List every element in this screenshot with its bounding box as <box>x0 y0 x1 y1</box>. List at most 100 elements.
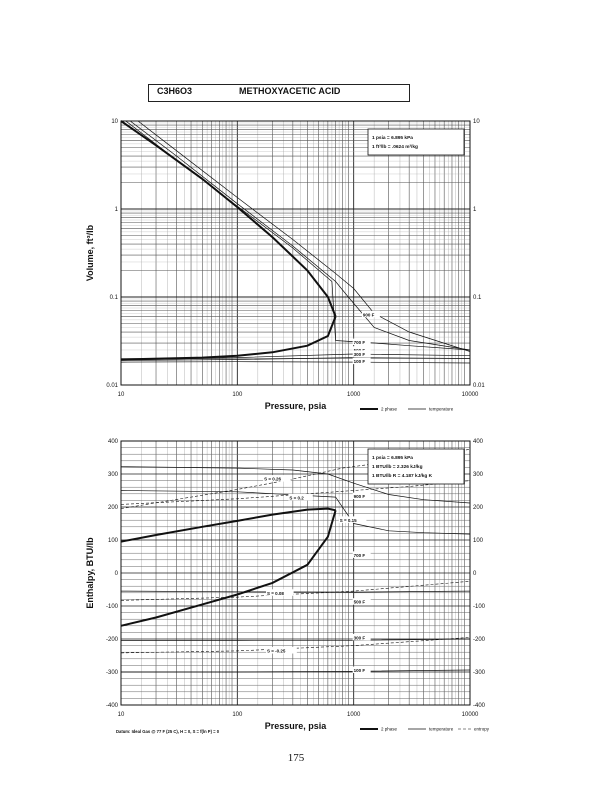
p2-conversion-text: 1 BTU/lb R = 4.187 kJ/kg K <box>372 473 433 479</box>
p1-series-isotherm <box>137 120 471 352</box>
p2-y-tick-label-left: -200 <box>106 637 119 643</box>
p2-y-tick-label-right: -200 <box>473 637 486 643</box>
p1-series-isotherm <box>125 120 471 351</box>
p2-series-isotherm <box>121 669 471 673</box>
p2-y-tick-label-left: -400 <box>106 703 119 709</box>
p1-x-axis-label: Pressure, psia <box>265 401 328 411</box>
page-number: 175 <box>287 752 305 764</box>
p1-y-tick-label-right: 0.01 <box>473 383 485 389</box>
p2-series-isotherm <box>120 590 471 593</box>
p2-annotation-label: S = -0.25 <box>267 649 286 654</box>
p2-annotation-label: 700 F <box>354 553 366 558</box>
p2-annotation-label: 100 F <box>354 668 366 673</box>
p2-series-two-phase_vapor <box>120 507 336 543</box>
p1-annotation-label: 100 F <box>354 359 366 364</box>
p2-y-tick-label-left: 300 <box>108 472 119 478</box>
p2-y-tick-label-right: 300 <box>473 472 484 478</box>
p2-annotation-bg <box>352 598 371 605</box>
p1-series-isotherm <box>129 120 471 351</box>
p2-annotation-label: 900 F <box>354 494 366 499</box>
p1-y-tick-label-left: 0.01 <box>106 383 118 389</box>
p2-y-tick-label-right: 200 <box>473 505 484 511</box>
p2-y-tick-label-left: 100 <box>108 538 119 544</box>
p2-y-tick-label-right: 400 <box>473 439 484 445</box>
p1-x-tick-label: 10 <box>118 392 125 398</box>
p2-y-tick-label-left: 200 <box>108 505 119 511</box>
p2-annotation-label: 300 F <box>354 635 366 640</box>
p1-y-tick-label-left: 0.1 <box>110 295 119 301</box>
p2-legend-label-two-phase: 2 phase <box>381 727 398 732</box>
p1-series-isotherm <box>120 357 471 361</box>
p2-conversion-text: 1 BTU/lb = 2.326 kJ/kg <box>372 464 423 470</box>
p2-annotation-bg <box>352 666 371 674</box>
p2-x-tick-label: 10 <box>118 712 125 718</box>
p2-annotation-bg <box>352 551 371 558</box>
p2-y-tick-label-left: -300 <box>106 670 119 676</box>
p1-annotation-bg <box>352 346 371 353</box>
p1-series-isotherm <box>120 353 471 361</box>
compound-name: METHOXYACETIC ACID <box>239 86 341 96</box>
p1-annotation-label: 500 F <box>354 348 366 353</box>
p1-conversion-text: 1 ft³/lb = .0624 m³/kg <box>372 144 418 150</box>
p2-series-entropy <box>120 581 471 601</box>
p2-conversion-text: 1 psia = 6.895 kPa <box>372 455 413 461</box>
p1-x-tick-label: 100 <box>232 392 243 398</box>
p1-annotation-label: 300 F <box>354 352 366 357</box>
p1-annotation-label: 700 F <box>354 340 366 345</box>
p1-series-two-phase_vapor <box>120 120 337 317</box>
p2-x-axis-label: Pressure, psia <box>265 721 328 731</box>
p2-annotation-bg <box>266 589 294 596</box>
p2-annotation-bg <box>352 492 371 500</box>
p1-x-tick-label: 1000 <box>347 392 361 398</box>
p2-y-axis-label: Enthalpy, BTU/lb <box>85 537 95 609</box>
p2-annotation-label: S = 0.26 <box>264 477 281 482</box>
p1-y-axis-label: Volume, ft³/lb <box>85 224 95 281</box>
p2-y-tick-label-right: 0 <box>473 571 477 577</box>
p2-y-tick-label-right: -400 <box>473 703 486 709</box>
p1-annotation-bg <box>352 338 371 346</box>
p2-annotation-label: S = 0.15 <box>340 518 357 523</box>
p1-series-two-phase_liquid <box>120 316 337 361</box>
p1-plot-frame <box>120 120 471 386</box>
p2-x-tick-label: 10000 <box>462 712 479 718</box>
p1-y-tick-label-right: 1 <box>473 207 477 213</box>
p2-legend-label-entropy: entropy <box>474 727 490 732</box>
p1-y-tick-label-left: 10 <box>111 119 118 125</box>
p2-y-tick-label-left: -100 <box>106 604 119 610</box>
p2-annotation-bg <box>266 647 297 654</box>
p1-conversion-text: 1 psia = 6.895 kPa <box>372 135 413 141</box>
p2-annotation-label: 500 F <box>354 600 366 605</box>
title-box: C3H6O3 METHOXYACETIC ACID <box>148 84 410 102</box>
p2-series-two-phase_liquid <box>120 510 337 627</box>
p1-conversion-box <box>367 128 465 156</box>
p1-annotation-bg <box>361 310 380 318</box>
p1-x-tick-label: 10000 <box>462 392 479 398</box>
p1-annotation-bg <box>352 350 371 357</box>
p2-series-isotherm <box>120 466 471 504</box>
p1-annotation-label: 900 F <box>363 312 375 317</box>
p2-y-tick-label-left: 400 <box>108 439 119 445</box>
p2-annotation-bg <box>338 516 367 523</box>
p1-y-tick-label-left: 1 <box>115 207 119 213</box>
p1-series-isotherm <box>120 361 471 364</box>
p2-y-tick-label-right: -300 <box>473 670 486 676</box>
p2-plot-frame <box>120 440 471 706</box>
p2-datum-note: Datum: Ideal Gas @ 77 F (25 C), H = 0, S… <box>116 729 220 734</box>
p2-series-entropy <box>120 637 471 654</box>
p1-legend-label-temperature: temperature <box>429 407 454 412</box>
p2-series-isotherm <box>120 490 471 535</box>
p2-x-tick-label: 100 <box>232 712 243 718</box>
p2-conversion-box <box>367 448 465 485</box>
p2-series-isotherm <box>121 638 471 641</box>
formula-label: C3H6O3 <box>157 86 193 96</box>
p1-y-tick-label-right: 0.1 <box>473 295 482 301</box>
p1-y-tick-label-right: 10 <box>473 119 480 125</box>
p2-annotation-label: S = 0.2 <box>289 495 304 500</box>
p2-annotation-bg <box>263 475 291 482</box>
p2-annotation-bg <box>288 493 313 501</box>
p2-y-tick-label-right: -100 <box>473 604 486 610</box>
p2-y-tick-label-right: 100 <box>473 538 484 544</box>
p2-y-tick-label-left: 0 <box>115 571 119 577</box>
p2-legend-label-temperature: temperature <box>429 727 454 732</box>
